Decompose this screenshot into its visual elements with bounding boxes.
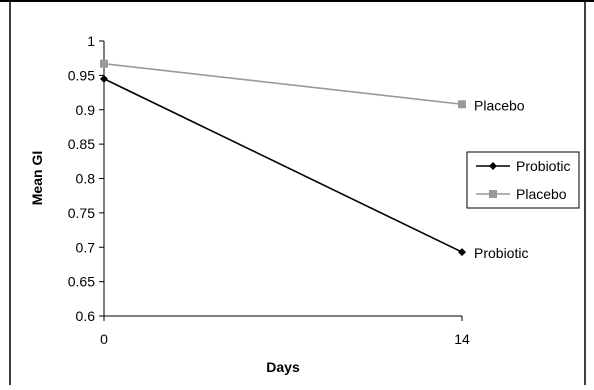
data-point-probiotic — [458, 248, 466, 257]
y-tick-label: 1 — [87, 33, 95, 49]
data-point-placebo — [458, 100, 466, 109]
y-tick-label: 0.75 — [68, 205, 95, 221]
y-tick-label: 0.9 — [76, 102, 96, 118]
y-tick-label: 0.8 — [76, 171, 96, 187]
series-layer — [100, 59, 466, 257]
end-labels: Probiotic Placebo — [474, 97, 528, 261]
legend-box — [466, 151, 580, 209]
y-tick-label: 0.85 — [68, 136, 95, 152]
series-line-probiotic — [103, 78, 463, 253]
data-point-placebo — [100, 59, 108, 68]
y-tick-label: 0.65 — [68, 274, 95, 290]
y-axis-title: Mean GI — [29, 151, 45, 205]
legend-label-placebo: Placebo — [516, 186, 567, 202]
data-point-probiotic — [100, 74, 108, 83]
y-tick-label: 0.7 — [76, 239, 96, 255]
x-axis-title: Days — [266, 359, 300, 375]
legend-label-probiotic: Probiotic — [516, 158, 570, 174]
x-tick-label: 14 — [454, 331, 470, 347]
legend-marker-probiotic — [489, 162, 497, 170]
end-label-placebo: Placebo — [474, 97, 525, 113]
y-tick-label: 0.95 — [68, 67, 95, 83]
legend: Probiotic Placebo — [466, 151, 580, 209]
end-label-probiotic: Probiotic — [474, 245, 528, 261]
x-tick-label: 0 — [100, 331, 108, 347]
legend-marker-placebo — [489, 190, 497, 198]
y-tick-label: 0.6 — [76, 308, 96, 324]
legend-items: Probiotic Placebo — [476, 158, 570, 202]
series-line-placebo — [103, 62, 463, 106]
y-ticks: 0.6 0.65 0.7 0.75 0.8 0.85 0.9 0.95 1 — [68, 33, 104, 324]
x-ticks: 0 14 — [100, 316, 470, 347]
